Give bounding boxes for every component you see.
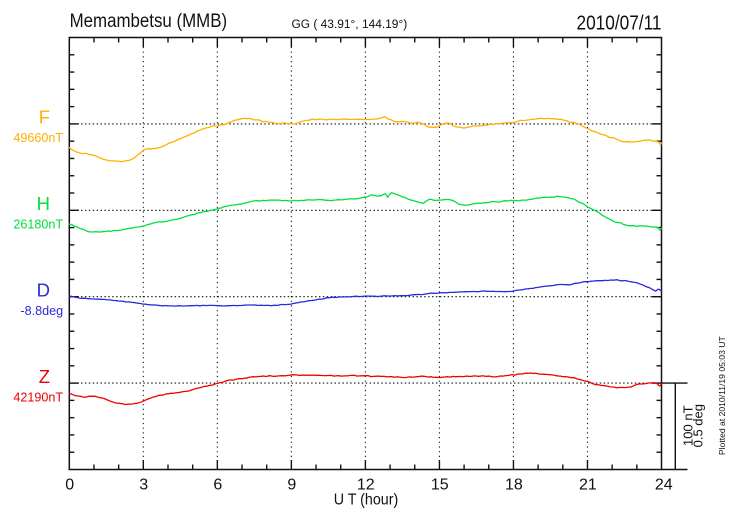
svg-text:49660nT: 49660nT — [13, 131, 63, 145]
svg-text:H: H — [37, 193, 50, 214]
svg-text:Plotted at 2010/11/19 05:03 UT: Plotted at 2010/11/19 05:03 UT — [717, 336, 727, 456]
svg-text:24: 24 — [655, 477, 673, 494]
svg-text:0: 0 — [65, 477, 74, 494]
svg-text:U T (hour): U T (hour) — [334, 491, 399, 508]
svg-text:D: D — [37, 279, 50, 300]
svg-text:3: 3 — [139, 477, 148, 494]
svg-text:42190nT: 42190nT — [13, 390, 63, 404]
svg-text:21: 21 — [579, 477, 597, 494]
svg-text:9: 9 — [287, 477, 296, 494]
svg-text:F: F — [39, 107, 50, 128]
svg-text:6: 6 — [213, 477, 222, 494]
svg-text:12: 12 — [357, 477, 375, 494]
svg-text:-8.8deg: -8.8deg — [20, 304, 63, 318]
svg-text:GG ( 43.91°, 144.19°): GG ( 43.91°, 144.19°) — [292, 17, 408, 31]
svg-text:0.5 deg: 0.5 deg — [691, 404, 706, 447]
svg-text:2010/07/11: 2010/07/11 — [577, 13, 662, 35]
svg-text:15: 15 — [431, 477, 449, 494]
svg-text:100 nT: 100 nT — [681, 405, 696, 446]
svg-text:26180nT: 26180nT — [13, 218, 63, 232]
svg-text:Memambetsu (MMB): Memambetsu (MMB) — [70, 11, 228, 32]
svg-text:18: 18 — [505, 477, 523, 494]
svg-text:Z: Z — [39, 366, 50, 387]
